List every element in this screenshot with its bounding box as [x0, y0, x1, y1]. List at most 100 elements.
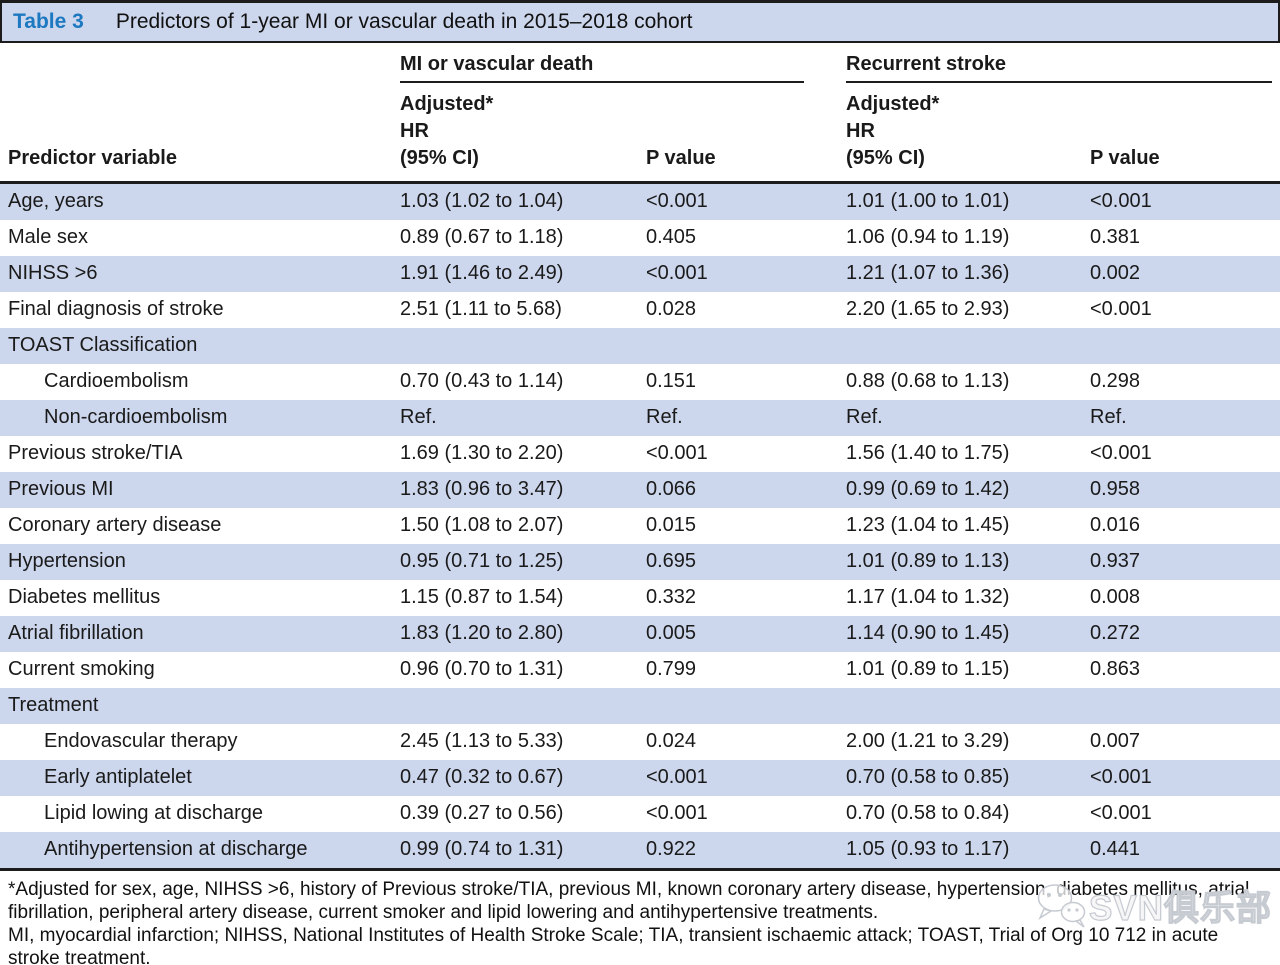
cell: Ref. — [1082, 400, 1280, 436]
cell: 1.14 (0.90 to 1.45) — [838, 616, 1082, 652]
row-label: Previous MI — [0, 472, 392, 508]
cell: 0.863 — [1090, 658, 1141, 680]
cell: 0.89 (0.67 to 1.18) — [400, 226, 564, 248]
row-label: Final diagnosis of stroke — [8, 298, 224, 320]
cell: 1.05 (0.93 to 1.17) — [838, 832, 1082, 871]
cell: 0.88 (0.68 to 1.13) — [846, 370, 1010, 392]
table-footnotes: *Adjusted for sex, age, NIHSS >6, histor… — [0, 871, 1280, 965]
row-label: Early antiplatelet — [0, 760, 392, 796]
row-label: Male sex — [8, 226, 89, 248]
cell: <0.001 — [638, 760, 838, 796]
cell: Ref. — [638, 400, 838, 436]
table-row: Endovascular therapy 2.45 (1.13 to 5.33) 0… — [0, 724, 1280, 760]
table-row: Previous MI 1.83 (0.96 to 3.47) 0.066 0.99 … — [0, 472, 1280, 508]
cell — [1082, 688, 1280, 724]
cell: <0.001 — [1090, 298, 1152, 320]
row-label: Previous stroke/TIA — [8, 442, 183, 464]
cell: 0.002 — [1082, 256, 1280, 292]
table-row: Previous stroke/TIA 1.69 (1.30 to 2.20) <0… — [0, 436, 1280, 472]
cell: <0.001 — [646, 802, 708, 824]
group-header-stroke: Recurrent stroke — [838, 43, 1280, 83]
cell: 0.922 — [638, 832, 838, 871]
cell: 1.69 (1.30 to 2.20) — [400, 442, 564, 464]
row-label: Coronary artery disease — [8, 514, 222, 536]
cell: 0.151 — [646, 370, 697, 392]
cell: 1.17 (1.04 to 1.32) — [846, 586, 1010, 608]
group-header-row: MI or vascular death Recurrent stroke — [0, 43, 1280, 83]
cell: 0.008 — [1090, 586, 1141, 608]
cell — [838, 328, 1082, 364]
column-header-pvalue-2: P value — [1082, 83, 1280, 184]
section-row: TOAST Classification — [0, 328, 1280, 364]
cell: 1.15 (0.87 to 1.54) — [400, 586, 564, 608]
table-row: Diabetes mellitus 1.15 (0.87 to 1.54) 0.33… — [0, 580, 1280, 616]
row-label: Lipid lowing at discharge — [44, 802, 264, 824]
cell: 0.016 — [1090, 514, 1141, 536]
cell — [392, 688, 638, 724]
cell: 0.005 — [638, 616, 838, 652]
group-header-spacer — [0, 43, 392, 83]
cell: 1.23 (1.04 to 1.45) — [846, 514, 1010, 536]
section-label: Treatment — [0, 688, 392, 724]
cell — [638, 688, 838, 724]
cell: 0.99 (0.74 to 1.31) — [392, 832, 638, 871]
row-label: Current smoking — [8, 658, 155, 680]
row-label: Hypertension — [0, 544, 392, 580]
table-row: Final diagnosis of stroke 2.51 (1.11 to 5… — [0, 292, 1280, 328]
cell: 0.799 — [646, 658, 697, 680]
cell: Ref. — [392, 400, 638, 436]
row-label: Cardioembolism — [44, 370, 189, 392]
column-header-hr-1: Adjusted* HR (95% CI) — [392, 83, 638, 184]
table-row: Early antiplatelet 0.47 (0.32 to 0.67) <0.… — [0, 760, 1280, 796]
cell: 0.066 — [638, 472, 838, 508]
cell: 1.21 (1.07 to 1.36) — [838, 256, 1082, 292]
cell: 0.99 (0.69 to 1.42) — [838, 472, 1082, 508]
section-label: TOAST Classification — [0, 328, 392, 364]
footnote-adjusted: *Adjusted for sex, age, NIHSS >6, histor… — [8, 879, 1250, 923]
table-row: Non-cardioembolism Ref. Ref. Ref. Ref. — [0, 400, 1280, 436]
cell: 0.47 (0.32 to 0.67) — [392, 760, 638, 796]
table-number-label: Table 3 — [13, 10, 84, 33]
cell: 0.937 — [1082, 544, 1280, 580]
cell: 0.441 — [1082, 832, 1280, 871]
table-row: Male sex 0.89 (0.67 to 1.18) 0.405 1.06 (0.… — [0, 220, 1280, 256]
cell: 1.83 (1.20 to 2.80) — [392, 616, 638, 652]
cell: <0.001 — [638, 256, 838, 292]
cell: <0.001 — [646, 442, 708, 464]
predictors-table: MI or vascular death Recurrent stroke Pr… — [0, 43, 1280, 871]
table-row: Lipid lowing at discharge 0.39 (0.27 to 0… — [0, 796, 1280, 832]
cell: 0.70 (0.43 to 1.14) — [400, 370, 564, 392]
row-label: Antihypertension at discharge — [0, 832, 392, 871]
cell — [838, 688, 1082, 724]
cell — [392, 328, 638, 364]
cell: 0.405 — [646, 226, 697, 248]
cell: 1.56 (1.40 to 1.75) — [846, 442, 1010, 464]
cell: <0.001 — [638, 182, 838, 220]
row-label: NIHSS >6 — [0, 256, 392, 292]
cell: <0.001 — [1082, 182, 1280, 220]
group-header-mi: MI or vascular death — [392, 43, 838, 83]
cell — [638, 328, 838, 364]
cell: <0.001 — [1090, 802, 1152, 824]
cell: 2.51 (1.11 to 5.68) — [400, 298, 562, 320]
cell: 2.20 (1.65 to 2.93) — [846, 298, 1010, 320]
cell: 0.272 — [1082, 616, 1280, 652]
cell: 1.01 (0.89 to 1.13) — [838, 544, 1082, 580]
cell: 0.298 — [1090, 370, 1141, 392]
table-body: Age, years 1.03 (1.02 to 1.04) <0.001 1.01 … — [0, 182, 1280, 871]
cell: 0.332 — [646, 586, 697, 608]
cell: 1.91 (1.46 to 2.49) — [392, 256, 638, 292]
table-title-bar: Table 3 Predictors of 1-year MI or vascu… — [0, 0, 1280, 43]
cell: 0.958 — [1082, 472, 1280, 508]
cell: 1.50 (1.08 to 2.07) — [400, 514, 564, 536]
table-row: NIHSS >6 1.91 (1.46 to 2.49) <0.001 1.21 (1… — [0, 256, 1280, 292]
row-label: Diabetes mellitus — [8, 586, 161, 608]
cell: 1.01 (0.89 to 1.15) — [846, 658, 1010, 680]
table-row: Cardioembolism 0.70 (0.43 to 1.14) 0.151 0.… — [0, 364, 1280, 400]
cell: 0.695 — [638, 544, 838, 580]
cell: 0.007 — [1090, 730, 1141, 752]
table-row: Atrial fibrillation 1.83 (1.20 to 2.80) 0.… — [0, 616, 1280, 652]
cell: Ref. — [838, 400, 1082, 436]
column-header-hr-2: Adjusted* HR (95% CI) — [838, 83, 1082, 184]
row-label: Atrial fibrillation — [0, 616, 392, 652]
